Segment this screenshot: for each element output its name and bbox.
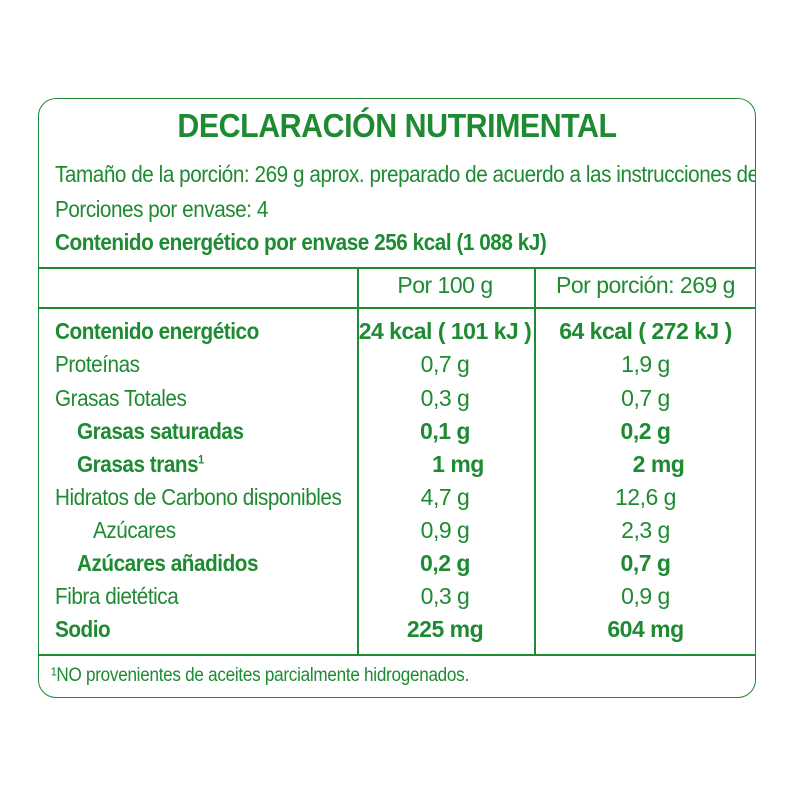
nutrient-name: Azúcares añadidos <box>77 550 259 576</box>
footnote-marker: 1 <box>198 452 204 467</box>
table-row: Contenido energético 24 kcal ( 101 kJ ) … <box>39 318 755 351</box>
value-per-serving: 0,7 g <box>620 550 671 576</box>
value-per-100: 225 mg <box>406 616 484 642</box>
table-divider-bottom <box>39 654 755 656</box>
value-per-100: 0,1 g <box>420 418 470 444</box>
nutrient-name: Hidratos de Carbono disponibles <box>55 484 342 510</box>
value-per-100: 24 kcal ( 101 kJ ) <box>358 318 532 344</box>
value-per-100: 0,3 g <box>420 583 470 609</box>
value-per-100: 0,7 g <box>420 351 470 377</box>
column-header-per-serving: Por porción: 269 g <box>556 272 735 298</box>
value-per-100: 0,2 g <box>420 550 470 576</box>
nutrient-name: Grasas Totales <box>55 385 187 411</box>
energy-per-container: Contenido energético por envase 256 kcal… <box>55 229 547 255</box>
value-per-serving: 12,6 g <box>615 484 676 510</box>
header-divider-bottom <box>39 307 755 309</box>
column-divider-1 <box>357 267 359 656</box>
table-row: Grasas trans1 1 mg 2 mg <box>39 451 755 484</box>
nutrient-name: Sodio <box>55 616 111 642</box>
label-title: DECLARACIÓN NUTRIMENTAL <box>177 107 617 144</box>
nutrient-name: Contenido energético <box>55 318 259 344</box>
value-per-100: 1 mg <box>432 451 484 477</box>
footnote: ¹NO provenientes de aceites parcialmente… <box>51 665 469 686</box>
nutrient-name: Grasas trans <box>77 451 199 477</box>
table-row: Hidratos de Carbono disponibles 4,7 g 12… <box>39 484 755 517</box>
value-per-serving: 1,9 g <box>621 351 670 377</box>
table-row: Proteínas 0,7 g 1,9 g <box>39 351 755 384</box>
nutrient-name: Fibra dietética <box>55 583 179 609</box>
nutrient-name-with-footnote: Grasas trans1 <box>77 451 204 478</box>
value-per-serving: 0,7 g <box>621 385 670 411</box>
value-per-100: 4,7 g <box>420 484 470 510</box>
nutrient-name: Azúcares <box>93 517 176 543</box>
table-row: Grasas Totales 0,3 g 0,7 g <box>39 385 755 418</box>
header-divider-top <box>39 267 755 269</box>
column-header-per-100: Por 100 g <box>397 272 493 298</box>
value-per-serving: 0,2 g <box>620 418 671 444</box>
nutrition-label: DECLARACIÓN NUTRIMENTAL Tamaño de la por… <box>38 98 756 698</box>
serving-size: Tamaño de la porción: 269 g aprox. prepa… <box>55 161 756 187</box>
value-per-serving: 0,9 g <box>621 583 670 609</box>
table-row: Grasas saturadas 0,1 g 0,2 g <box>39 418 755 451</box>
table-row: Fibra dietética 0,3 g 0,9 g <box>39 583 755 616</box>
value-per-100: 0,9 g <box>420 517 470 543</box>
value-per-serving: 64 kcal ( 272 kJ ) <box>559 318 732 344</box>
column-divider-2 <box>534 267 536 656</box>
nutrient-name: Grasas saturadas <box>77 418 244 444</box>
nutrient-name: Proteínas <box>55 351 140 377</box>
value-per-100: 0,3 g <box>420 385 470 411</box>
table-row: Azúcares añadidos 0,2 g 0,7 g <box>39 550 755 583</box>
value-per-serving: 604 mg <box>607 616 684 642</box>
value-per-serving: 2,3 g <box>621 517 670 543</box>
table-row: Sodio 225 mg 604 mg <box>39 616 755 649</box>
table-row: Azúcares 0,9 g 2,3 g <box>39 517 755 550</box>
servings-per-container: Porciones por envase: 4 <box>55 196 268 222</box>
value-per-serving: 2 mg <box>632 451 685 477</box>
